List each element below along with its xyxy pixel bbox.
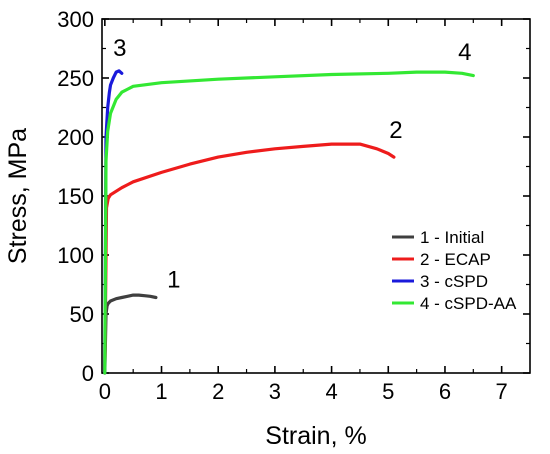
legend-entry-4: 4 - cSPD-AA (420, 294, 517, 313)
x-axis-label: Strain, % (265, 422, 366, 450)
curve-number-label-3: 3 (113, 35, 126, 62)
series-line-1 (103, 293, 158, 375)
y-tick-label: 50 (70, 302, 94, 327)
x-tick-label: 7 (496, 379, 508, 404)
x-tick-label: 3 (269, 379, 281, 404)
x-tick-label: 5 (382, 379, 394, 404)
y-tick-label: 200 (57, 125, 94, 150)
legend: 1 - Initial 2 - ECAP 3 - cSPD 4 - cSPD-AA (392, 228, 517, 313)
y-tick-label: 100 (57, 243, 94, 268)
axes: 0 1 2 3 4 5 6 7 0 50 100 150 200 250 300 (57, 7, 531, 404)
x-tick-label: 2 (212, 379, 224, 404)
curve-labels: 1 2 3 4 (113, 35, 471, 294)
y-tick-label: 150 (57, 184, 94, 209)
x-tick-label: 6 (439, 379, 451, 404)
x-tick-label: 4 (325, 379, 337, 404)
curve-number-label-4: 4 (458, 39, 471, 66)
y-tick-label: 250 (57, 66, 94, 91)
y-tick-label: 0 (82, 361, 94, 386)
x-tick-label: 1 (155, 379, 167, 404)
legend-entry-3: 3 - cSPD (420, 272, 488, 291)
series-line-3 (103, 69, 124, 375)
series-line-2 (103, 142, 396, 375)
plot-frame (101, 18, 531, 374)
y-tick-label: 300 (57, 7, 94, 32)
data-curves (103, 69, 475, 375)
y-axis-label: Stress, MPa (4, 128, 32, 264)
curve-number-label-1: 1 (167, 266, 180, 293)
legend-entry-2: 2 - ECAP (420, 250, 491, 269)
series-line-4 (103, 70, 475, 375)
legend-entry-1: 1 - Initial (420, 228, 484, 247)
curve-number-label-2: 2 (389, 117, 402, 144)
x-tick-label: 0 (99, 379, 111, 404)
